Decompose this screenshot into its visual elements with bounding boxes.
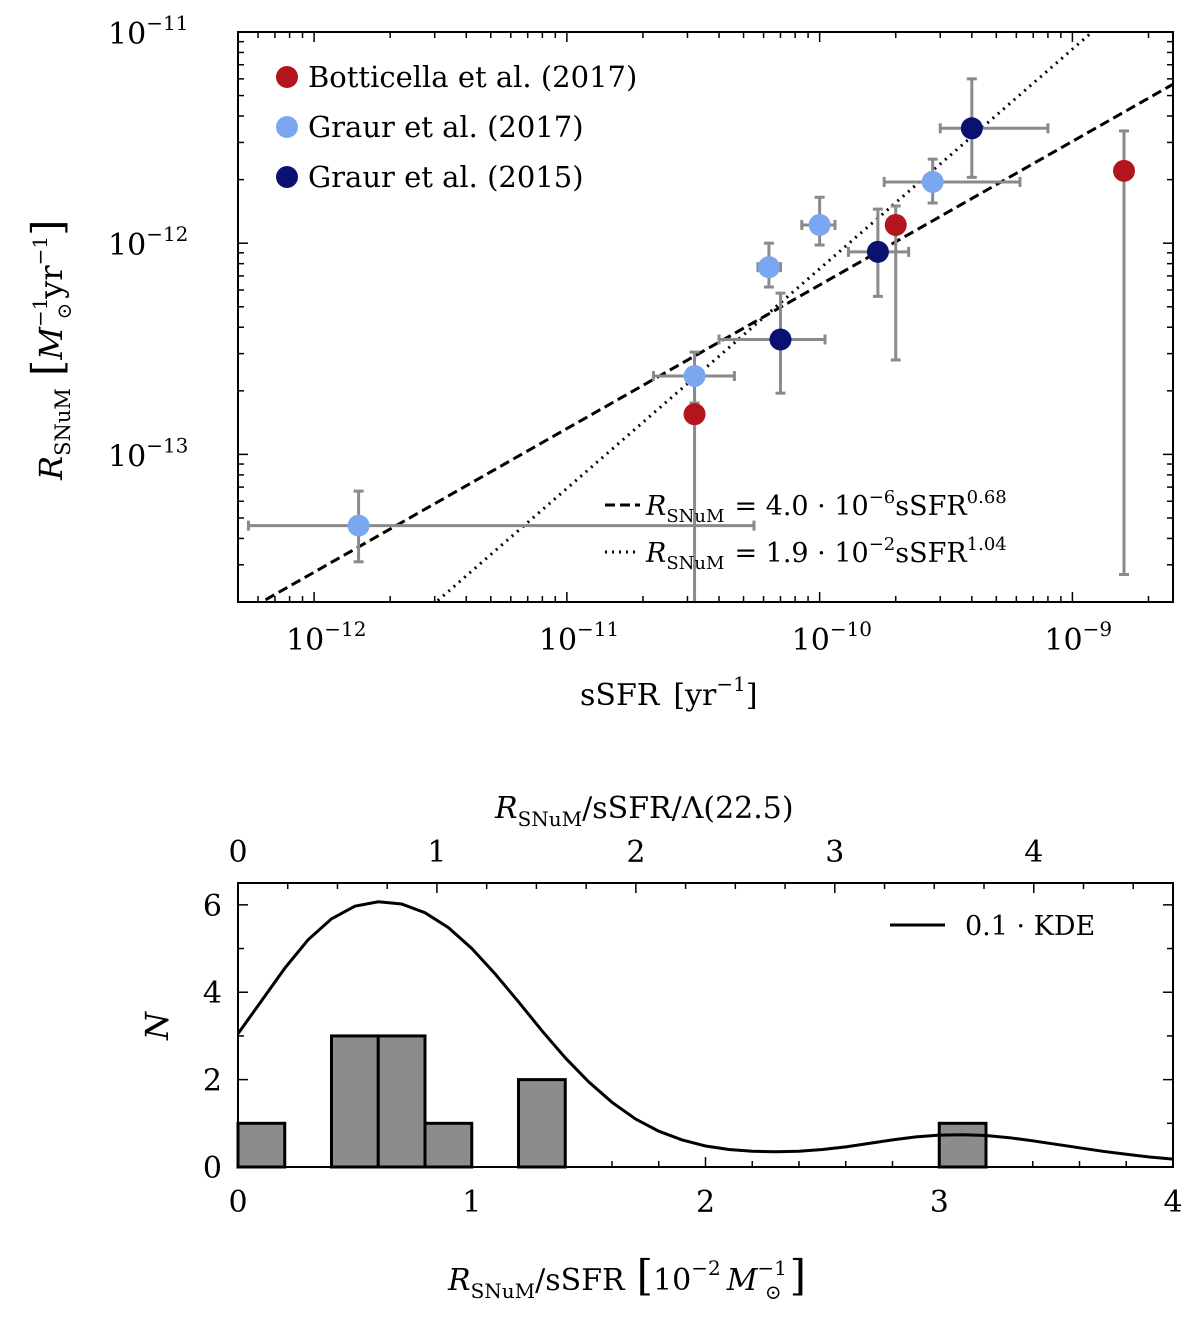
data-point-2 (808, 213, 831, 236)
histogram-bar (376, 1034, 427, 1169)
kde-curve (238, 900, 1173, 1161)
y-tick-label: 10−11 (108, 11, 188, 52)
histogram-bar (937, 1121, 988, 1169)
legend-label: Graur et al. (2017) (308, 110, 584, 144)
data-point-3 (866, 240, 889, 263)
data-points (347, 117, 1136, 537)
top-x-tick-label: 3 (825, 835, 844, 870)
data-point-2 (921, 170, 944, 193)
bottom-x-tick-label: 3 (930, 1185, 949, 1220)
data-point-2 (683, 365, 706, 388)
series-legend: Botticella et al. (2017) Graur et al. (20… (276, 60, 637, 194)
x-tick-label: 10−12 (286, 617, 366, 658)
top-x-tick-label: 1 (427, 835, 446, 870)
y-tick-label: 10−12 (108, 222, 188, 263)
data-point-1 (1113, 159, 1136, 182)
histogram-bar (423, 1121, 474, 1169)
x-tick-labels: 10−12 10−11 10−10 10−9 (286, 617, 1112, 658)
fit-dashed-label: RSNuM = 4.0 · 10−6sSFR0.68 (645, 487, 1007, 527)
x-axis-label-bottom: RSNuM/sSFR [10−2 M−1 ⊙] (447, 1251, 806, 1304)
fit-lines (258, 32, 1173, 602)
bottom-x-tick-label: 1 (462, 1185, 481, 1220)
top-x-tick-label: 0 (228, 835, 247, 870)
y-tick-label: 10−13 (108, 433, 188, 474)
bottom-y-tick-label: 2 (203, 1064, 222, 1099)
data-point-3 (960, 117, 983, 140)
bottom-y-tick-label: 4 (203, 976, 222, 1011)
fit-line-dashed (258, 82, 1173, 602)
scatter-panel: 10−12 10−11 10−10 10−9 10−13 10−12 10−11 Bott… (23, 11, 1174, 713)
legend-marker (276, 116, 298, 138)
y-axis-label-bottom: N (138, 1011, 176, 1041)
fit-dotted-label: RSNuM = 1.9 · 10−2sSFR1.04 (645, 534, 1007, 574)
top-x-tick-label: 4 (1024, 835, 1043, 870)
bottom-y-tick-label: 0 (203, 1151, 222, 1186)
top-axis-label: RSNuM/sSFR/Λ(22.5) (494, 791, 794, 831)
legend-label: Botticella et al. (2017) (308, 60, 637, 94)
bottom-x-tick-label: 4 (1163, 1185, 1182, 1220)
y-axis-label-top: RSNuM[M−1⊙yr−1] (23, 219, 76, 481)
bottom-y-tick-label: 6 (203, 889, 222, 924)
top-x-tick-label: 2 (626, 835, 645, 870)
histogram-bar (330, 1034, 380, 1169)
data-point-2 (757, 256, 780, 279)
data-point-3 (769, 328, 792, 351)
bottom-x-tick-label: 0 (228, 1185, 247, 1220)
bottom-ticks: 0 1 2 3 4 0 1 2 3 4 0 2 4 6 (203, 835, 1183, 1220)
histogram-panel: 0 1 2 3 4 0 1 2 3 4 0 2 4 6 0.1 · KDE RSNuM/sSFR/Λ(22… (138, 791, 1183, 1304)
legend-marker (276, 66, 298, 88)
data-point-2 (347, 514, 370, 537)
x-axis-label-top: sSFR [yr−1] (580, 672, 758, 713)
x-tick-label: 10−9 (1044, 617, 1112, 658)
kde-legend-label: 0.1 · KDE (965, 911, 1095, 942)
fit-legend: RSNuM = 4.0 · 10−6sSFR0.68 RSNuM = 1.9 · 1… (605, 487, 1007, 574)
y-tick-labels: 10−13 10−12 10−11 (108, 11, 188, 474)
plot-frame-top (237, 31, 1174, 603)
data-point-1 (683, 403, 706, 426)
legend-marker (276, 166, 298, 188)
data-point-1 (884, 213, 907, 236)
histogram-bar (236, 1121, 287, 1169)
x-tick-label: 10−11 (539, 617, 619, 658)
minor-ticks (237, 31, 1173, 603)
legend-label: Graur et al. (2015) (308, 160, 584, 194)
x-tick-label: 10−10 (792, 617, 872, 658)
bottom-x-tick-label: 2 (696, 1185, 715, 1220)
histogram-bar (517, 1078, 567, 1169)
